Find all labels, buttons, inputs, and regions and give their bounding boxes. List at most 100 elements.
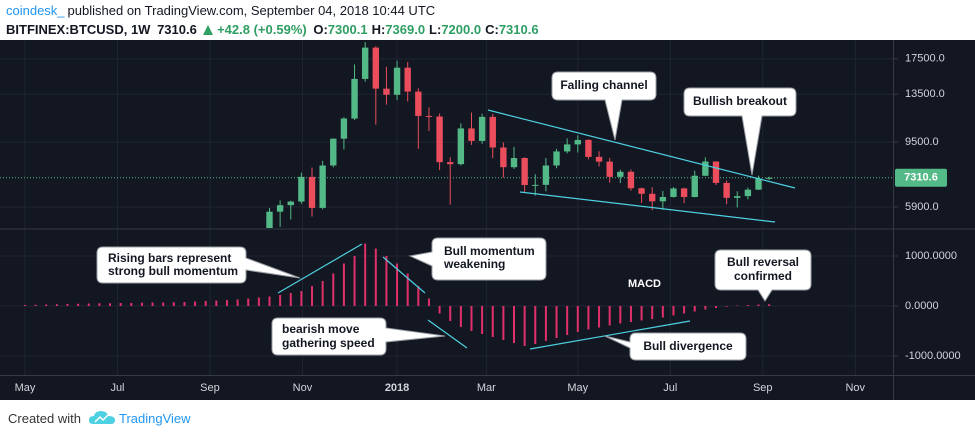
candle-body (670, 188, 677, 197)
y-tick-label: 0.0000 (905, 300, 939, 312)
ohlc: O:7300.1 H:7369.0 L:7200.0 C:7310.6 (313, 22, 542, 37)
candle-body (521, 158, 528, 186)
histogram-bar (34, 304, 37, 306)
weakening-line (382, 256, 426, 294)
y-tick-label: 13500.0 (905, 88, 945, 100)
histogram-bar (98, 303, 101, 306)
last-price-label: 7310.6 (904, 172, 938, 184)
y-tick-label: 5900.0 (905, 201, 939, 213)
x-tick-label: 2018 (385, 382, 409, 394)
x-tick-label: Mar (477, 382, 496, 394)
candle-body (393, 67, 401, 95)
callout-breakout (683, 87, 797, 176)
candle-body (478, 116, 486, 141)
x-tick-label: May (567, 382, 588, 394)
histogram-bar (87, 303, 90, 306)
candle-body (542, 165, 550, 185)
candle-body (298, 176, 305, 202)
annotation: weakening (443, 257, 505, 271)
candle-body (574, 139, 581, 145)
author[interactable]: coindesk_ (6, 3, 65, 18)
candle-body (468, 128, 475, 141)
histogram-bar (236, 299, 239, 306)
candle-body (383, 88, 390, 95)
candle-body (308, 176, 316, 208)
brand[interactable]: TradingView (118, 410, 191, 426)
y-tick-label: -1000.0000 (905, 350, 961, 362)
histogram-bar (523, 306, 526, 346)
candle-body (287, 201, 294, 206)
candle-body (712, 161, 720, 183)
annotation: Bull reversal (727, 255, 799, 269)
histogram-bar (204, 301, 207, 306)
histogram-bar (151, 302, 154, 306)
ohlc-label: O: (313, 22, 328, 37)
axes-layer: 5900.0 9500.0 13500.0 17500.0 -1000.0000 0.00… (15, 53, 961, 394)
candle-body (425, 115, 433, 117)
histogram-bar (449, 306, 452, 321)
histogram-bar (725, 306, 728, 307)
histogram-bar (544, 306, 547, 341)
channel-lower (519, 191, 776, 223)
published: published on TradingView.com, September … (67, 3, 436, 18)
histogram-bar (77, 303, 80, 306)
x-tick-label: May (15, 382, 36, 394)
histogram-bar (555, 306, 558, 338)
x-tick-label: Jul (663, 382, 677, 394)
rising-line (277, 243, 363, 294)
histogram-bar (640, 306, 643, 321)
annotation: bearish move (282, 322, 360, 336)
histogram-bar (459, 306, 462, 327)
marks-layer (23, 42, 773, 346)
candle-body (691, 175, 698, 197)
callout-rising (96, 246, 301, 284)
ohlc-label: C: (485, 22, 499, 37)
histogram-bar (481, 306, 484, 334)
footer-text: Created with (8, 410, 81, 426)
ohlc-label: H: (371, 22, 386, 37)
histogram-bar (257, 297, 260, 306)
annotation: Falling channel (560, 78, 647, 92)
candle-body (500, 147, 507, 168)
histogram-bar (470, 306, 473, 331)
price: 7310.6 (157, 22, 197, 37)
histogram-bar (704, 306, 707, 310)
histogram-bar (396, 263, 399, 306)
histogram-bar (289, 293, 292, 306)
candle-body (404, 67, 411, 92)
candle-body (415, 91, 422, 116)
macd-label: MACD (628, 278, 661, 290)
y-tick-label: 9500.0 (905, 136, 939, 148)
histogram-bar (406, 273, 409, 306)
candle-body (723, 182, 730, 198)
histogram-bar (162, 302, 165, 306)
annotation: gathering speed (282, 336, 375, 350)
histogram-bar (385, 256, 388, 306)
candle-body (319, 165, 326, 208)
ohlc-value: 7200.0 (441, 22, 482, 37)
histogram-bar (215, 300, 218, 306)
histogram-bar (109, 303, 112, 306)
candle-body (734, 196, 741, 198)
histogram-bar (661, 306, 664, 318)
callouts (96, 71, 812, 361)
annotation: Rising bars represent (108, 251, 231, 265)
candle-body (627, 171, 635, 189)
histogram-bar (576, 306, 579, 332)
candle-body (649, 193, 656, 202)
candle-body (351, 78, 358, 119)
histogram-bar (502, 306, 505, 340)
histogram-bar (757, 304, 760, 306)
candle-body (532, 184, 539, 186)
histogram-bar (353, 256, 356, 306)
candle-body (489, 116, 496, 148)
histogram-bar (23, 305, 26, 306)
footer: Created with TradingView (8, 410, 191, 426)
candle-body (638, 188, 645, 194)
histogram-bar (513, 306, 516, 343)
x-tick-label: Sep (200, 382, 220, 394)
histogram-bar (119, 303, 122, 306)
chart-background (0, 40, 975, 400)
